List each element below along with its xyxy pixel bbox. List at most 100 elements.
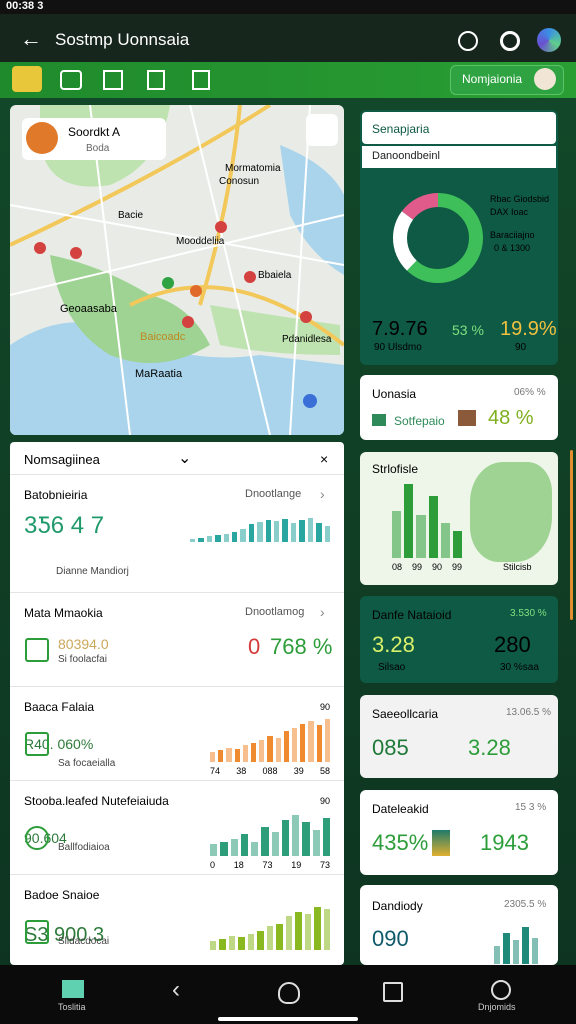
divider <box>10 780 344 781</box>
axis-label: 39 <box>293 766 304 776</box>
item-note: Sa focaeialla <box>58 758 116 769</box>
bar <box>304 914 312 950</box>
tool-icon[interactable] <box>192 70 210 90</box>
toolbar-button-label: Nomjaionia <box>462 72 523 86</box>
bar <box>248 524 255 542</box>
bar <box>292 728 298 762</box>
bar <box>267 735 273 762</box>
item-link[interactable]: Dnootlange <box>245 488 302 500</box>
item-note: Ballfodiaioa <box>58 842 110 853</box>
item-note: Slidacdocai <box>58 936 110 947</box>
card-b: 1943 <box>480 830 529 855</box>
card-title: Dateleakid <box>372 802 429 816</box>
bar <box>281 820 289 856</box>
bar <box>230 839 238 856</box>
bar <box>274 520 280 542</box>
bar <box>259 740 265 762</box>
axis-label: 38 <box>236 766 247 776</box>
axis-label: 74 <box>210 766 221 776</box>
nav-home-icon[interactable] <box>62 980 84 998</box>
nav-home[interactable] <box>278 982 300 1004</box>
list-title: Nomsagiinea <box>24 452 100 467</box>
nav-more-icon[interactable] <box>491 980 511 1000</box>
avatar[interactable] <box>537 28 561 52</box>
axis-label: 58 <box>319 766 330 776</box>
bar <box>324 718 331 762</box>
map[interactable] <box>10 105 344 435</box>
legend: Rbac Giodsbid <box>490 194 550 204</box>
chevron: › <box>320 604 325 620</box>
bar <box>299 520 305 542</box>
right-value: 19.9% <box>500 318 557 340</box>
card-a-sub: Silsao <box>378 662 406 673</box>
card-title: Uonasia <box>372 387 417 401</box>
tool-icon[interactable] <box>103 70 123 90</box>
mini-bars <box>392 480 463 558</box>
item-title: Baaca Falaia <box>24 700 95 714</box>
bar <box>215 534 221 542</box>
item-title: Badoe Snaioe <box>24 888 100 902</box>
bar <box>522 926 529 964</box>
close[interactable]: × <box>320 451 329 467</box>
bar <box>271 832 279 856</box>
clock: 00:38 3 <box>6 0 44 12</box>
collapse[interactable]: ⌄ <box>178 450 192 467</box>
card-b-sub: 30 %saa <box>500 662 539 673</box>
divider <box>10 592 344 593</box>
right-sub: 90 <box>515 342 527 353</box>
nav-back[interactable]: ‹ <box>172 976 180 1003</box>
card-title: Saeeollcaria <box>372 707 439 721</box>
tool-icon[interactable] <box>60 70 82 90</box>
map-control[interactable] <box>306 114 338 146</box>
bar <box>238 936 245 950</box>
axis-label: 99 <box>451 562 462 572</box>
house-icon <box>458 410 476 426</box>
item-icon <box>25 732 49 756</box>
map-label: Pdanidlesa <box>282 334 332 345</box>
bar <box>392 511 402 558</box>
bar <box>210 941 217 950</box>
mini-swatch <box>432 830 450 856</box>
mid-value: 53 % <box>452 322 484 338</box>
axis-label: 19 <box>291 860 302 870</box>
bar <box>218 750 224 762</box>
bar <box>452 530 463 558</box>
axis: 0 18 73 19 73 <box>210 860 330 870</box>
card-pct: 3.530 % <box>510 608 547 619</box>
item-value: R40. 060% <box>24 736 94 752</box>
axis: 74 38 088 39 58 <box>210 766 330 776</box>
item-value: 768 % <box>270 634 333 659</box>
card-value: 48 % <box>488 407 534 429</box>
bar <box>220 841 228 856</box>
bar <box>240 529 246 542</box>
tool-icon[interactable] <box>147 70 165 90</box>
card-b: 3.28 <box>468 735 511 760</box>
bar <box>404 483 414 558</box>
settings-icon[interactable] <box>458 31 478 51</box>
back-button[interactable]: ← <box>20 26 42 51</box>
bar <box>223 533 230 542</box>
roads <box>10 105 344 347</box>
bar <box>295 911 302 950</box>
bar <box>226 747 232 762</box>
axis: 08 99 90 99 <box>392 562 462 572</box>
bar <box>242 745 249 762</box>
card-pct: 15 3 % <box>515 802 547 813</box>
bar <box>210 844 218 856</box>
mini-bars <box>210 808 330 856</box>
bar <box>257 930 264 950</box>
status-bar <box>0 0 576 14</box>
bar <box>503 933 510 964</box>
bar <box>265 519 272 542</box>
map-label: Mooddeliia <box>176 236 225 247</box>
nav-recent[interactable] <box>383 982 403 1002</box>
card-a: 3.28 <box>372 632 415 657</box>
item-link[interactable]: Dnootlamog <box>245 606 305 618</box>
axis-label: 08 <box>392 562 403 572</box>
stat-card <box>360 790 558 875</box>
stat-card <box>360 596 558 683</box>
mini-map <box>470 462 552 562</box>
tool-icon[interactable] <box>12 66 42 92</box>
timer-icon[interactable] <box>500 31 520 51</box>
card-sub: Danoondbeinl <box>372 150 440 162</box>
